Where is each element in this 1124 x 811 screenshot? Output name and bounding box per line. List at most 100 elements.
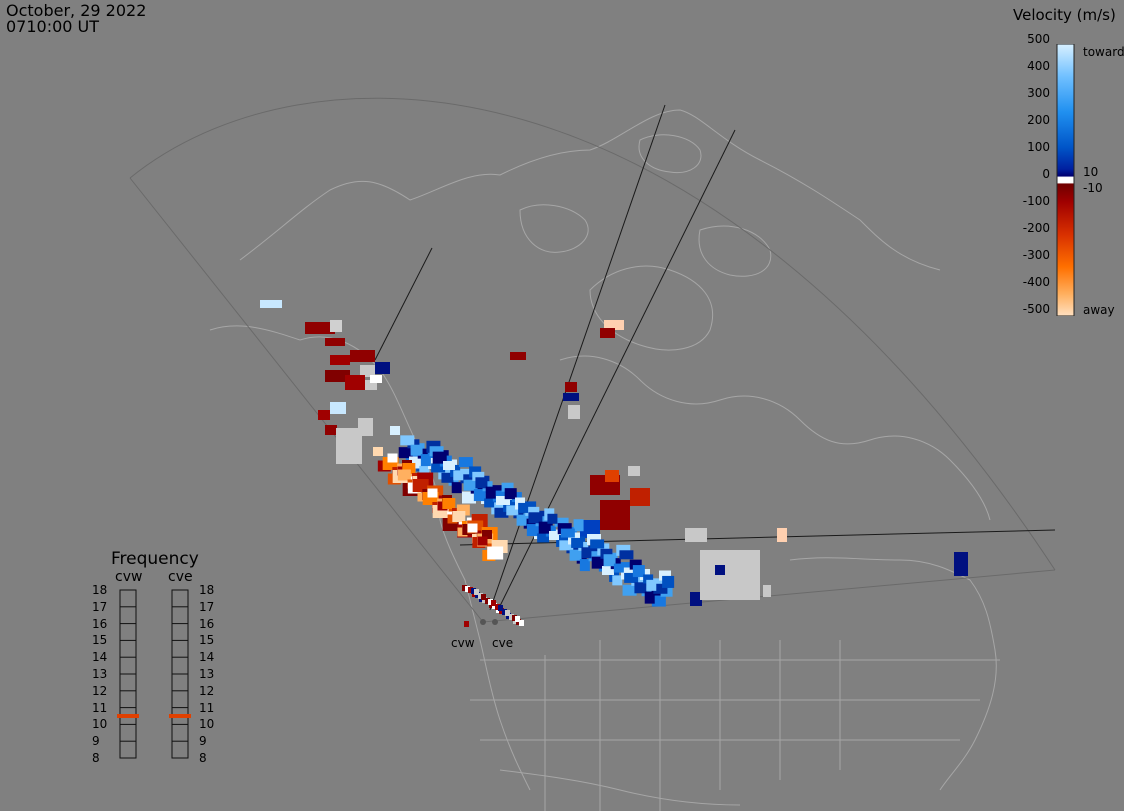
velocity-cell: [488, 496, 503, 507]
velocity-cell: [632, 565, 645, 578]
velocity-cell: [465, 586, 470, 592]
velocity-cell: [365, 380, 377, 390]
velocity-cell: [325, 425, 337, 435]
velocity-cell: [578, 541, 589, 551]
velocity-cell: [516, 514, 527, 526]
frequency-tick-right: 14: [199, 650, 215, 665]
velocity-cell: [622, 584, 637, 596]
velocity-cell: [617, 562, 632, 573]
frequency-tick-left: 14: [92, 650, 108, 665]
legend-tick: 200: [1027, 113, 1050, 127]
frequency-tick-left: 16: [92, 616, 108, 631]
velocity-cell: [336, 428, 362, 464]
velocity-cell: [484, 498, 495, 508]
velocity-cell: [624, 572, 639, 583]
velocity-cell: [554, 517, 569, 527]
velocity-cell: [553, 529, 567, 540]
velocity-cell: [350, 350, 375, 362]
velocity-cell: [452, 511, 466, 522]
velocity-cell: [478, 593, 483, 599]
site-label-cvw: cvw: [451, 636, 475, 650]
velocity-cell: [410, 444, 423, 456]
velocity-cell: [613, 563, 624, 573]
velocity-cell: [715, 565, 725, 575]
frequency-radar-cve: cve: [168, 569, 193, 585]
velocity-cell: [501, 482, 514, 492]
velocity-cell: [690, 592, 702, 606]
velocity-cell: [630, 488, 650, 506]
velocity-cell: [429, 446, 444, 457]
plot-date: October, 29 2022: [6, 1, 147, 20]
velocity-cell: [494, 507, 509, 518]
velocity-cell: [467, 523, 478, 533]
velocity-cell: [431, 463, 446, 473]
velocity-cell: [498, 605, 503, 611]
frequency-tick-left: 10: [92, 717, 108, 732]
frequency-tick-left: 13: [92, 667, 108, 681]
velocity-cell: [463, 479, 478, 491]
velocity-cell: [954, 552, 968, 576]
velocity-cell: [325, 370, 350, 382]
velocity-cell: [471, 588, 476, 594]
velocity-cell: [387, 453, 398, 463]
site-marker-cvw: [480, 619, 486, 625]
velocity-cell: [462, 585, 467, 591]
velocity-cell: [487, 546, 504, 560]
velocity-cell: [424, 452, 439, 462]
velocity-cell: [325, 338, 345, 346]
velocity-cell: [651, 595, 666, 607]
velocity-cell: [560, 528, 575, 538]
velocity-colorbar: [1056, 44, 1075, 316]
frequency-tick-right: 17: [199, 599, 215, 614]
velocity-cell: [511, 492, 522, 503]
velocity-cell: [358, 418, 373, 436]
legend-away: away: [1083, 303, 1115, 317]
velocity-cell: [451, 482, 462, 494]
velocity-cell: [509, 614, 514, 620]
velocity-cell: [489, 485, 504, 495]
velocity-cell: [628, 466, 640, 476]
velocity-cell: [659, 570, 671, 581]
velocity-cell: [777, 528, 787, 542]
velocity-cell: [591, 556, 606, 569]
legend-tick: 0: [1042, 167, 1050, 181]
frequency-tick-left: 18: [92, 583, 108, 597]
velocity-cell: [605, 470, 619, 482]
velocity-cell: [495, 604, 500, 610]
velocity-cells: [260, 300, 968, 627]
velocity-cell: [370, 375, 382, 383]
velocity-cell: [453, 470, 464, 481]
velocity-cell: [485, 598, 490, 604]
velocity-cell: [646, 579, 657, 591]
legend-tick: -200: [1022, 221, 1050, 235]
velocity-cell: [473, 489, 486, 502]
velocity-cell: [619, 550, 634, 560]
velocity-cell: [417, 448, 428, 459]
velocity-cell: [427, 488, 438, 498]
velocity-cell: [573, 519, 584, 532]
velocity-cell: [662, 575, 675, 588]
frequency-tick-right: 11: [199, 700, 215, 715]
velocity-cell: [612, 575, 623, 586]
velocity-cell: [641, 586, 652, 597]
velocity-cell: [419, 465, 430, 475]
velocity-cell: [634, 582, 647, 594]
velocity-cell: [629, 559, 642, 570]
frequency-tick-right: 9: [199, 734, 207, 749]
legend-plus-threshold: 10: [1083, 165, 1099, 179]
legend-tick: -100: [1022, 194, 1050, 208]
velocity-cell: [580, 520, 600, 538]
legend-minus-threshold: -10: [1083, 181, 1103, 195]
velocity-cell: [515, 616, 520, 622]
velocity-cell: [442, 498, 456, 509]
velocity-cell: [458, 457, 473, 468]
legend-tick: 100: [1027, 140, 1050, 154]
velocity-cell: [505, 610, 510, 616]
velocity-cell: [330, 355, 350, 365]
velocity-cell: [491, 600, 496, 606]
velocity-cell: [563, 393, 579, 401]
velocity-cell: [345, 375, 365, 390]
velocity-cell: [373, 447, 383, 456]
velocity-cell: [523, 518, 538, 529]
velocity-cell: [456, 504, 470, 516]
